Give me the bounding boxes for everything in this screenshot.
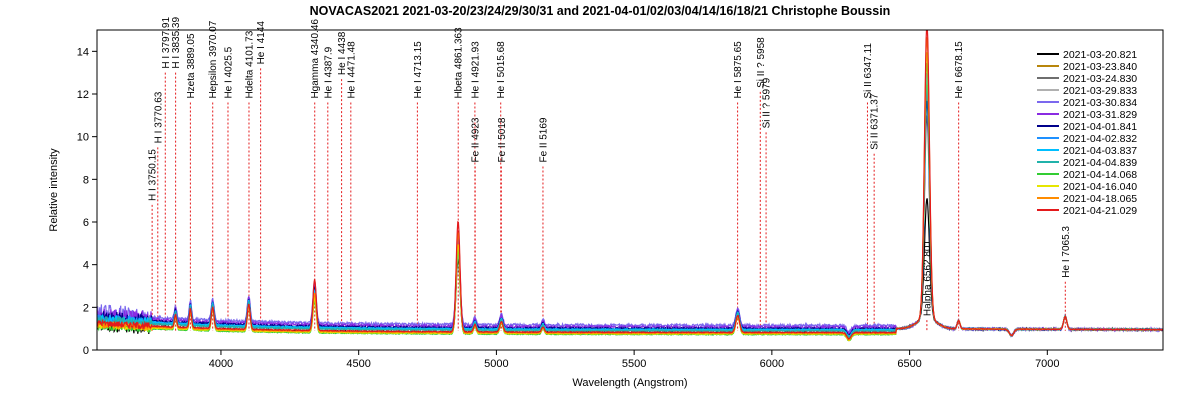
series-line [97, 94, 1163, 338]
line-id-label: Hdelta 4101.73 [244, 30, 255, 98]
series-line [97, 198, 1163, 341]
legend: 2021-03-20.8212021-03-23.8402021-03-24.8… [1037, 49, 1137, 217]
series-line [97, 86, 1163, 338]
line-id-label: Si II 6347.11 [863, 43, 874, 99]
line-id-label: He I 4713.15 [413, 41, 424, 99]
line-id-label: Si II ? 5979 [762, 77, 773, 128]
x-tick-label: 4500 [346, 358, 370, 370]
legend-label: 2021-03-20.821 [1063, 49, 1137, 61]
line-id-label: He I 4387.9 [323, 46, 334, 98]
y-tick-label: 8 [83, 174, 89, 186]
line-id-markers: H I 3750.15 H I 3770.63 H I 3797.91 H I 383… [148, 17, 1072, 331]
y-tick-label: 2 [83, 302, 89, 314]
line-id-label: Si II 6371.37 [870, 93, 881, 150]
series-line [97, 100, 1163, 337]
y-tick-label: 14 [77, 46, 89, 58]
y-tick-label: 12 [77, 89, 89, 101]
series-line [97, 30, 1163, 340]
legend-label: 2021-04-14.068 [1063, 169, 1137, 181]
line-id-label: He I 4025.5 [223, 46, 234, 98]
line-id-label: Hzeta 3889.05 [186, 33, 197, 98]
line-id-label: Fe II 5169 [538, 117, 549, 162]
chart-title: NOVACAS2021 2021-03-20/23/24/29/30/31 an… [309, 4, 891, 18]
series-line [97, 62, 1163, 342]
line-id-label: H I 3797.91 [161, 17, 172, 69]
line-id-label: H I 3770.63 [153, 91, 164, 143]
line-id-label: He I 4438 [337, 31, 348, 75]
y-axis-label: Relative intensity [48, 148, 60, 232]
x-tick-label: 6500 [897, 358, 921, 370]
legend-label: 2021-03-30.834 [1063, 97, 1137, 109]
x-tick-label: 5000 [484, 358, 508, 370]
x-tick-label: 4000 [209, 358, 233, 370]
y-tick-label: 6 [83, 217, 89, 229]
legend-label: 2021-04-01.841 [1063, 121, 1137, 133]
plot-frame [96, 29, 1164, 351]
x-tick-label: 5500 [622, 358, 646, 370]
line-id-label: He I 6678.15 [954, 41, 965, 99]
line-id-label: He I 4144 [256, 21, 267, 65]
line-id-label: He I 7065.3 [1061, 226, 1072, 278]
line-id-label: Hbeta 4861.363 [454, 27, 465, 99]
line-id-label: H I 3750.15 [148, 149, 159, 201]
legend-label: 2021-04-18.065 [1063, 193, 1137, 205]
line-id-label: Fe II 5018 [497, 117, 508, 162]
legend-label: 2021-04-16.040 [1063, 181, 1137, 193]
line-id-label: H I 3835.39 [171, 17, 182, 69]
line-id-label: He I 4921.93 [470, 41, 481, 99]
series-line [97, 84, 1163, 339]
line-id-label: He I 5875.65 [733, 41, 744, 99]
series-line [97, 36, 1163, 341]
series-line [97, 72, 1163, 338]
series-line [97, 77, 1163, 338]
line-id-label: Si II ? 5958 [756, 37, 767, 88]
x-axis-label: Wavelength (Angstrom) [572, 377, 687, 389]
legend-label: 2021-04-02.832 [1063, 133, 1137, 145]
y-tick-label: 10 [77, 132, 89, 144]
series-group [97, 30, 1163, 342]
x-tick-label: 7000 [1035, 358, 1059, 370]
y-tick-label: 4 [83, 260, 89, 272]
legend-label: 2021-04-03.837 [1063, 145, 1137, 157]
series-line [97, 104, 1163, 339]
line-id-label: Fe II 4923 [471, 117, 482, 162]
line-id-label: Hgamma 4340.46 [310, 19, 321, 99]
line-id-label: He I 4471.48 [346, 41, 357, 99]
line-id-label: He I 5015.68 [496, 41, 507, 99]
legend-label: 2021-03-31.829 [1063, 109, 1137, 121]
line-id-label: Hepsilon 3970.07 [208, 20, 219, 98]
x-tick-label: 6000 [760, 358, 784, 370]
y-tick-label: 0 [83, 345, 89, 357]
line-id-label: Halpha 6562.801 [922, 240, 933, 317]
legend-label: 2021-03-29.833 [1063, 85, 1137, 97]
series-line [97, 84, 1163, 338]
legend-label: 2021-03-23.840 [1063, 61, 1137, 73]
legend-label: 2021-03-24.830 [1063, 73, 1137, 85]
series-line [97, 52, 1163, 342]
series-line [97, 114, 1163, 340]
legend-label: 2021-04-04.839 [1063, 157, 1137, 169]
legend-label: 2021-04-21.029 [1063, 205, 1137, 217]
